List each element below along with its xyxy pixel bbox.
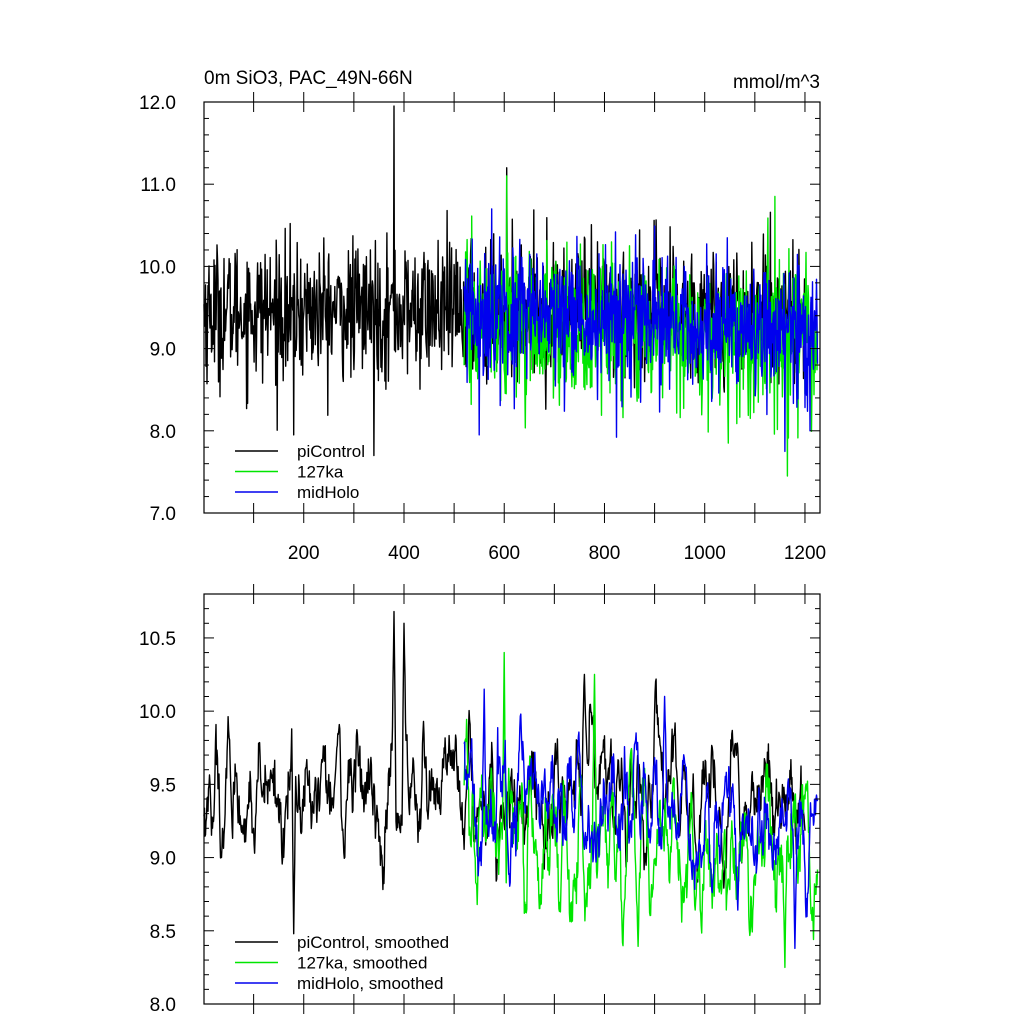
y-tick-label: 9.0 bbox=[150, 340, 176, 361]
y-tick-label: 8.0 bbox=[150, 422, 176, 443]
x-tick-label: 1200 bbox=[784, 543, 826, 564]
legend-label: piControl bbox=[297, 442, 365, 461]
legend-label: 127ka bbox=[297, 463, 344, 482]
axis-ticks bbox=[204, 584, 820, 1014]
y-tick-label: 11.0 bbox=[140, 175, 176, 196]
x-tick-label: 1000 bbox=[684, 543, 726, 564]
y-tick-label: 10.0 bbox=[139, 702, 176, 723]
chart-title: 0m SiO3, PAC_49N-66N bbox=[204, 68, 413, 89]
series-lines bbox=[203, 610, 819, 969]
y-tick-label: 8.5 bbox=[150, 922, 176, 943]
bottom-panel: 8.0 8.5 9.0 9.5 10.0 10.5 piControl, smoothed… bbox=[139, 584, 821, 1016]
legend-label: piControl, smoothed bbox=[297, 933, 449, 952]
x-tick-label: 800 bbox=[589, 543, 621, 564]
series-lines bbox=[203, 105, 819, 477]
x-tick-label: 600 bbox=[488, 543, 520, 564]
legend-label: midHolo, smoothed bbox=[297, 974, 443, 993]
y-tick-label: 8.0 bbox=[150, 995, 176, 1016]
legend-label: midHolo bbox=[297, 483, 359, 502]
series-line-midholo-smoothed bbox=[463, 688, 819, 950]
y-tick-label: 10.0 bbox=[139, 257, 176, 278]
x-tick-label: 400 bbox=[388, 543, 420, 564]
legend-smoothed: piControl, smoothed 127ka, smoothedmidHol… bbox=[235, 933, 449, 993]
x-tick-label: 200 bbox=[288, 543, 320, 564]
top-panel: 7.0 8.0 9.0 10.0 11.0 12.0 200 400 600 800 1000 12… bbox=[139, 68, 826, 564]
plot-frame bbox=[203, 101, 821, 514]
y-tick-label: 10.5 bbox=[139, 629, 176, 650]
series-line-picontrol-smoothed bbox=[203, 610, 806, 935]
legend-label: 127ka, smoothed bbox=[297, 954, 427, 973]
y-tick-label: 9.0 bbox=[150, 849, 176, 870]
chart-units: mmol/m^3 bbox=[733, 72, 820, 93]
series-line-midholo bbox=[463, 208, 819, 453]
axis-ticks bbox=[204, 92, 820, 523]
y-tick-label: 9.5 bbox=[150, 775, 176, 796]
y-tick-label: 12.0 bbox=[139, 93, 176, 114]
y-tick-label: 7.0 bbox=[150, 504, 176, 525]
